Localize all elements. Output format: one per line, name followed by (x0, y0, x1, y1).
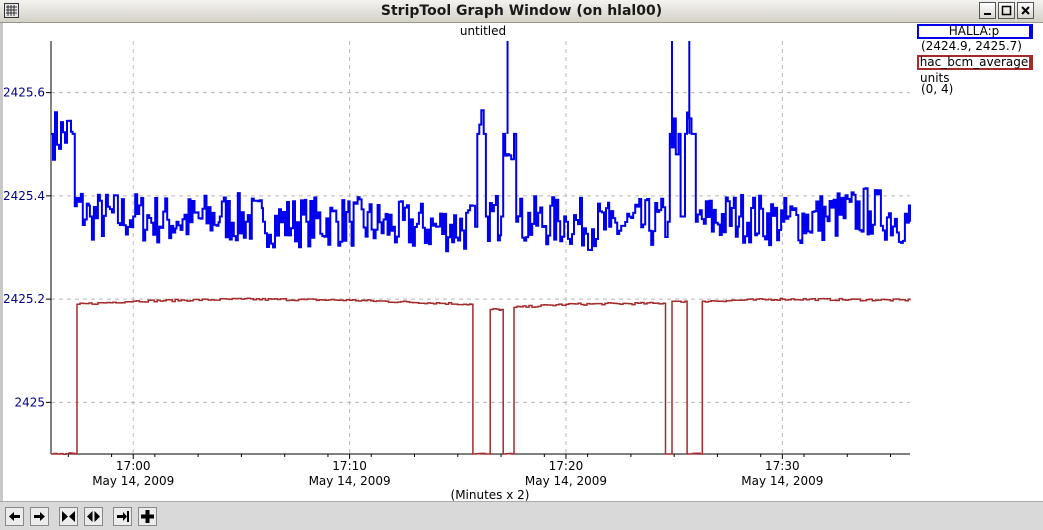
zoom-in-horizontal-button[interactable] (59, 507, 78, 526)
y-tick-label: 2425.6 (3, 86, 45, 100)
zoom-out-horizontal-button[interactable] (84, 507, 103, 526)
y-tick-label: 2425.4 (3, 189, 45, 203)
zoom-in-plus-button[interactable] (138, 507, 157, 526)
legend-series-halla-p[interactable]: HALLA:p (917, 24, 1033, 39)
graph-toolbar (0, 501, 1043, 530)
striptool-app-icon[interactable] (4, 3, 19, 18)
x-tick-time: 17:30 (765, 459, 800, 473)
minimize-icon (984, 13, 991, 15)
zoom-out-vertical-icon (117, 511, 129, 522)
close-button[interactable] (1017, 2, 1034, 19)
x-tick-date: May 14, 2009 (741, 474, 823, 488)
x-tick-date: May 14, 2009 (525, 474, 607, 488)
y-tick-label: 2425.2 (3, 292, 45, 306)
series-line-halla-p (51, 109, 911, 253)
x-axis-label: (Minutes x 2) (451, 488, 530, 501)
y-tick-label: 2425 (14, 395, 45, 409)
graph-area (0, 23, 1043, 529)
graph-title: untitled (459, 24, 507, 38)
legend-series-hac-bcm-average[interactable]: hac_bcm_average (917, 55, 1033, 70)
window-title: StripTool Graph Window (on hlal00) (380, 3, 663, 19)
zoom-in-horizontal-icon (62, 511, 75, 522)
scroll-right-button[interactable] (30, 507, 49, 526)
zoom-in-plus-icon (141, 510, 154, 523)
close-icon (1021, 6, 1030, 15)
x-tick-time: 17:20 (549, 459, 584, 473)
x-tick-time: 17:00 (116, 459, 151, 473)
minimize-button[interactable] (979, 2, 996, 19)
window-titlebar[interactable]: StripTool Graph Window (on hlal00) (0, 0, 1043, 23)
scroll-left-button[interactable] (5, 507, 24, 526)
window-left-border (0, 23, 3, 501)
chart-series (51, 41, 911, 455)
x-tick-date: May 14, 2009 (92, 474, 174, 488)
maximize-button[interactable] (998, 2, 1015, 19)
zoom-out-horizontal-icon (87, 511, 100, 522)
series-line-hac-bcm-average (51, 297, 911, 455)
grid-lines (51, 41, 910, 454)
legend-range-halla-p: (2424.9, 2425.7) (921, 39, 1022, 53)
maximize-icon (1001, 5, 1012, 16)
zoom-out-vertical-button[interactable] (113, 507, 132, 526)
legend-units-hac-bcm-average: units (920, 71, 950, 85)
legend-range-hac-bcm-average: (0, 4) (921, 82, 954, 96)
x-tick-date: May 14, 2009 (309, 474, 391, 488)
arrow-right-icon (34, 512, 45, 521)
x-tick-time: 17:10 (332, 459, 367, 473)
y-axis-ticks: 2425 2425.2 2425.4 2425.6 (3, 86, 51, 409)
arrow-left-icon (9, 512, 20, 521)
chart-axes (50, 41, 910, 455)
